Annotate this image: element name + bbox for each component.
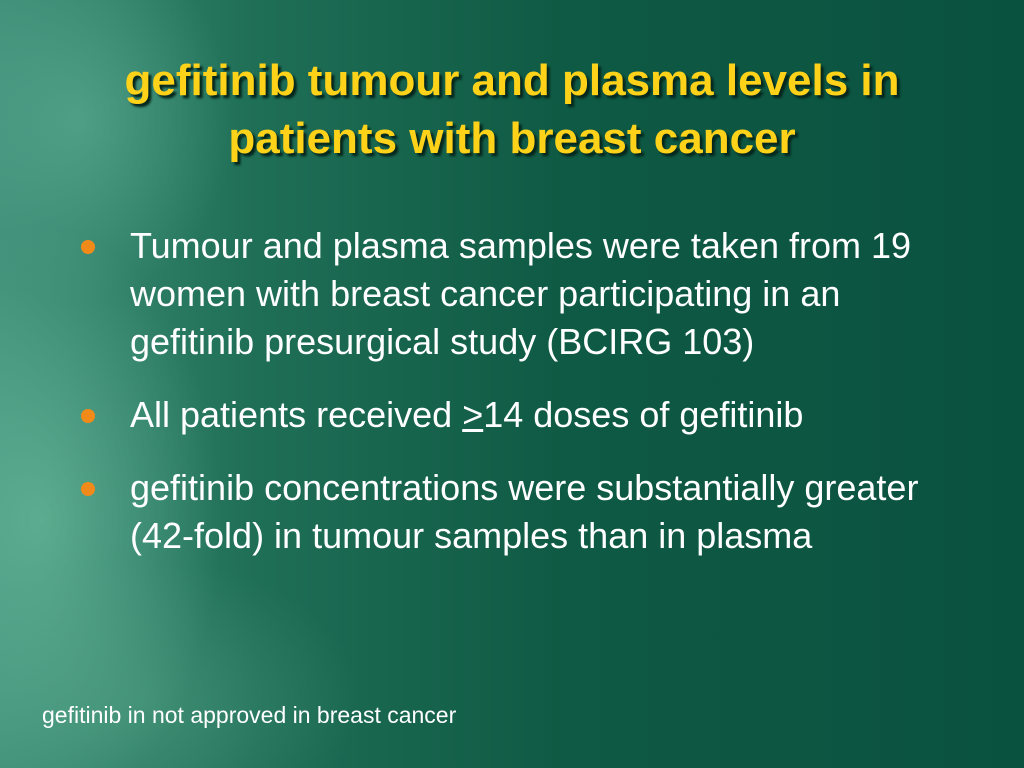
bullet-text: Tumour and plasma samples were taken fro…	[130, 225, 912, 362]
bullet: gefitinib concentrations were substantia…	[76, 464, 960, 560]
bullet-text: 14 doses of gefitinib	[483, 394, 804, 435]
bullet: Tumour and plasma samples were taken fro…	[76, 222, 960, 366]
bullet-text: gefitinib concentrations were substantia…	[130, 467, 919, 556]
bullet: All patients received >14 doses of gefit…	[76, 391, 960, 439]
slide-title: gefitinib tumour and plasma levels in pa…	[124, 56, 900, 163]
footnote: gefitinib in not approved in breast canc…	[42, 702, 457, 728]
bullet-list: Tumour and plasma samples were taken fro…	[76, 222, 960, 585]
bullet-dot	[81, 482, 95, 496]
bullet-text: All patients received	[130, 394, 463, 435]
bullet-dot	[81, 240, 95, 254]
underlined-symbol: >	[462, 394, 484, 435]
bullet-dot	[81, 409, 95, 423]
